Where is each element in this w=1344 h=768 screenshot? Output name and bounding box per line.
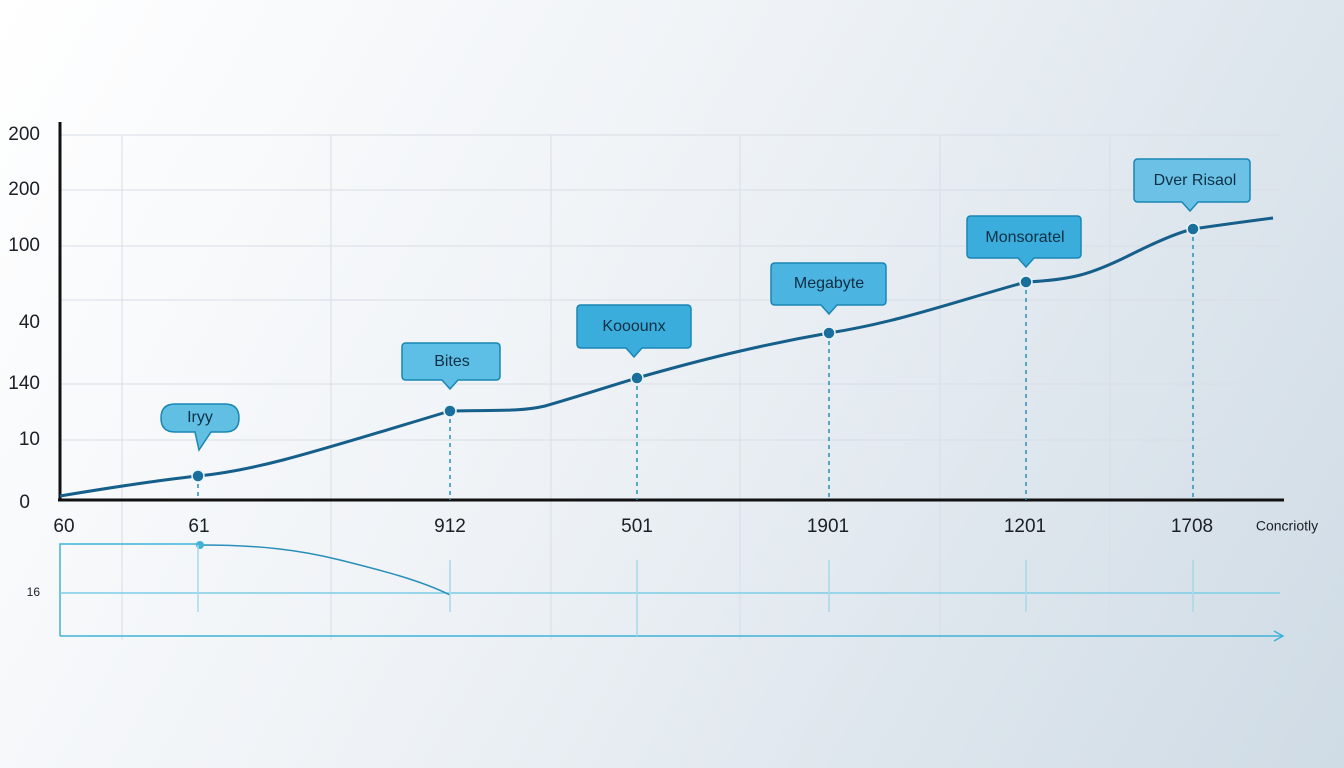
callout-label: Dver Risaol <box>1154 172 1237 189</box>
y-tick-label: 200 <box>8 124 40 145</box>
x-tick-label: 60 <box>53 516 74 537</box>
y-tick-label: 140 <box>8 373 40 394</box>
grid <box>60 134 1280 640</box>
x-tick-label: 1901 <box>807 516 849 537</box>
callout-label: Kooounx <box>602 318 665 335</box>
callout-label: Bites <box>434 353 470 370</box>
callout-label: Monsoratel <box>985 229 1064 246</box>
drop-lines <box>197 229 1194 500</box>
y-tick-label: 0 <box>19 492 30 513</box>
x-tick-label: 1201 <box>1004 516 1046 537</box>
x-tick-label: 501 <box>621 516 653 537</box>
x-axis-title: Concriotly <box>1256 518 1318 534</box>
callout-label: Iryy <box>187 409 213 426</box>
callout-boxes <box>160 158 1251 452</box>
y-tick-label: 40 <box>19 312 40 333</box>
x-tick-label: 912 <box>434 516 466 537</box>
x-tick-label: 1708 <box>1171 516 1213 537</box>
lower-panel <box>59 541 1285 642</box>
trend-line <box>59 216 1274 498</box>
y-tick-label: 100 <box>8 235 40 256</box>
y-tick-label: 200 <box>8 179 40 200</box>
y-tick-label: 10 <box>19 429 40 450</box>
x-tick-label: 61 <box>188 516 209 537</box>
lower-panel-label: 16 <box>27 585 41 599</box>
points <box>191 222 1200 483</box>
callout-label: Megabyte <box>794 275 864 292</box>
